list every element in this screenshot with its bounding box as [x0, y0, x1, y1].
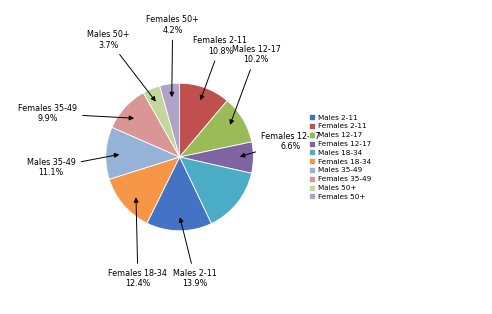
- Wedge shape: [160, 83, 180, 157]
- Wedge shape: [180, 142, 253, 173]
- Legend: Males 2-11, Females 2-11, Males 12-17, Females 12-17, Males 18-34, Females 18-34: Males 2-11, Females 2-11, Males 12-17, F…: [307, 113, 372, 201]
- Text: Males 50+
3.7%: Males 50+ 3.7%: [87, 30, 155, 101]
- Wedge shape: [180, 157, 251, 224]
- Wedge shape: [180, 83, 227, 157]
- Text: Males 12-17
10.2%: Males 12-17 10.2%: [230, 45, 280, 124]
- Text: Females 18-34
12.4%: Females 18-34 12.4%: [108, 198, 167, 288]
- Text: Females 12-17
6.6%: Females 12-17 6.6%: [241, 132, 320, 157]
- Wedge shape: [112, 93, 180, 157]
- Text: Females 2-11
10.8%: Females 2-11 10.8%: [193, 36, 247, 99]
- Wedge shape: [147, 157, 212, 231]
- Wedge shape: [180, 101, 252, 157]
- Wedge shape: [143, 86, 180, 157]
- Text: Females 50+
4.2%: Females 50+ 4.2%: [146, 15, 199, 96]
- Text: Males 35-49
11.1%: Males 35-49 11.1%: [27, 154, 118, 177]
- Wedge shape: [109, 157, 180, 223]
- Text: Females 35-49
9.9%: Females 35-49 9.9%: [18, 104, 133, 123]
- Text: Males 2-11
13.9%: Males 2-11 13.9%: [173, 218, 217, 288]
- Wedge shape: [106, 127, 180, 179]
